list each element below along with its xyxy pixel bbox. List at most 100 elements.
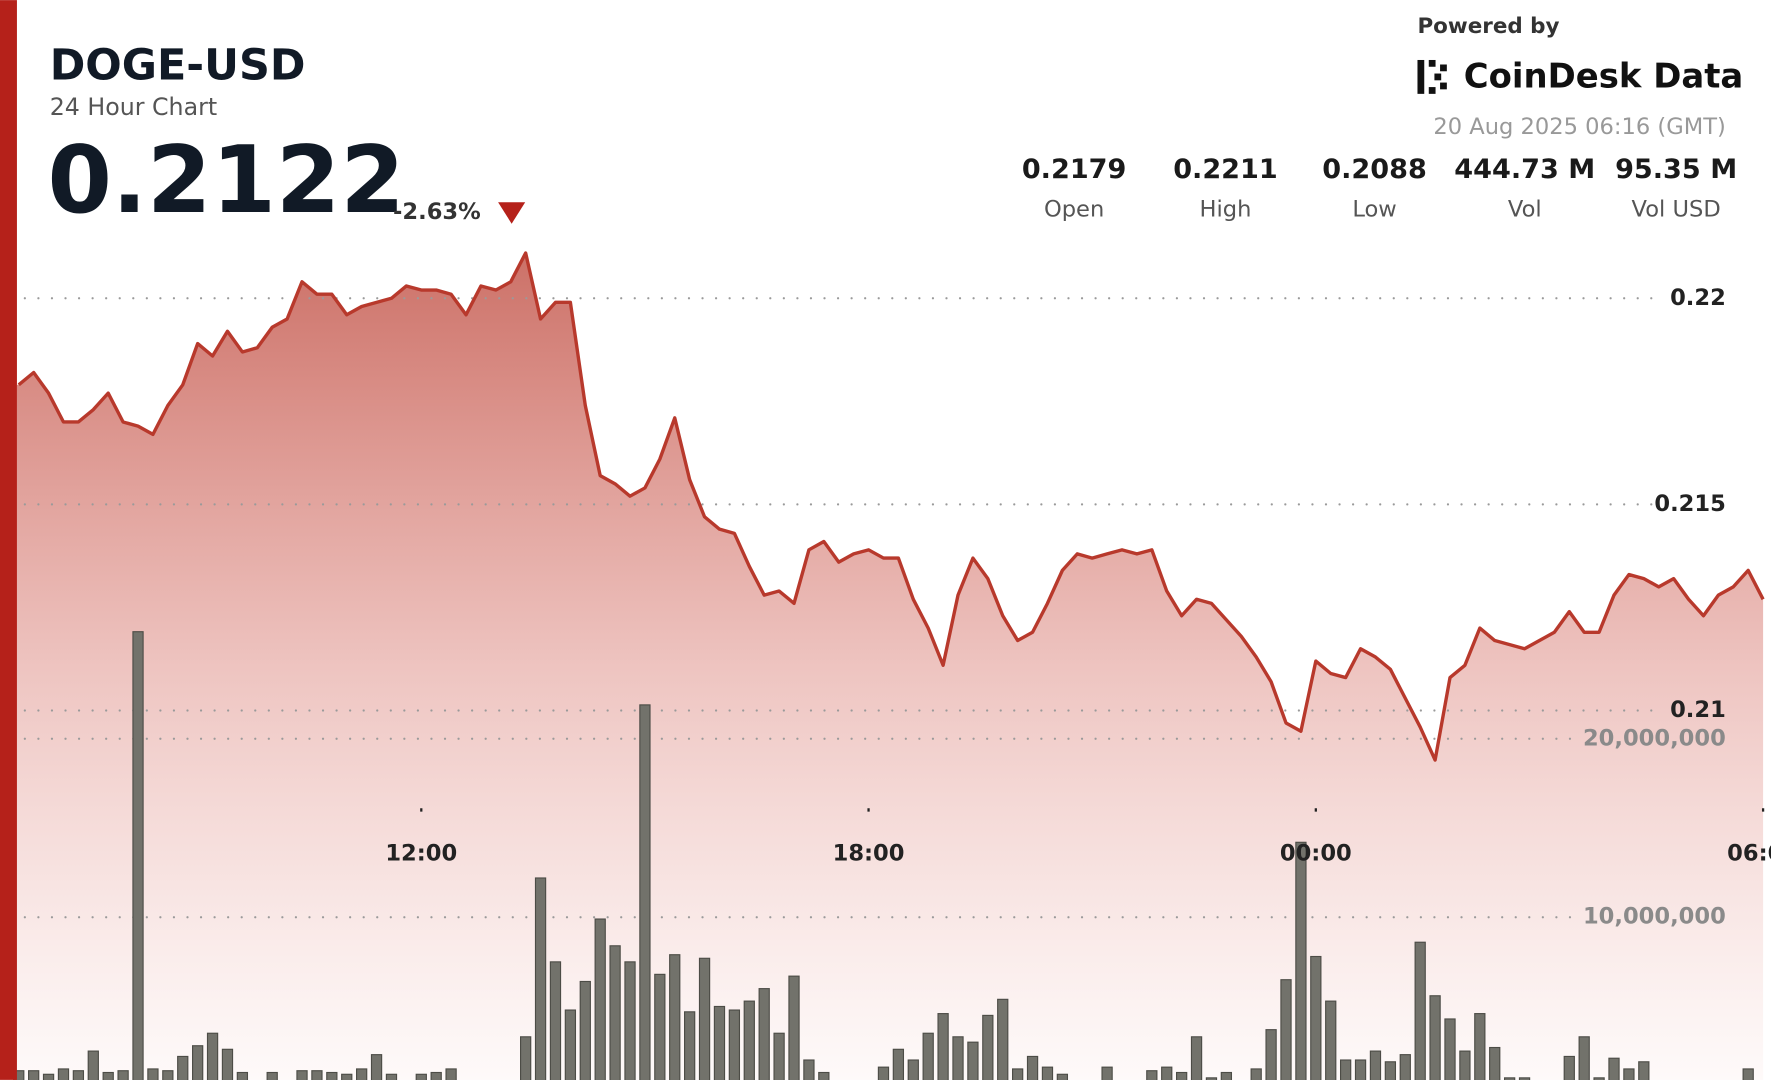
- price-line: [17, 251, 1765, 762]
- header: DOGE-USD 24 Hour Chart 0.2122 -2.63% Pow…: [47, 14, 1743, 234]
- brand: CoinDesk Data: [1464, 57, 1743, 96]
- volume-bar: [1101, 1066, 1113, 1080]
- volume-bar: [1578, 1036, 1590, 1080]
- volume-bar: [1295, 841, 1307, 1080]
- volume-bar: [758, 988, 770, 1080]
- stat-label: Vol USD: [1632, 197, 1721, 223]
- volume-bar: [937, 1013, 949, 1080]
- volume-bar: [1220, 1071, 1233, 1080]
- volume-bar: [1414, 941, 1426, 1080]
- volume-bar: [743, 1000, 755, 1080]
- volume-bar: [1265, 1029, 1277, 1080]
- volume-bar: [236, 1071, 249, 1080]
- volume-bar: [1608, 1057, 1620, 1080]
- volume-bar: [877, 1066, 890, 1080]
- volume-bar: [624, 961, 636, 1080]
- volume-bar: [1250, 1068, 1262, 1080]
- y-tick-label: 0.22: [1670, 285, 1726, 311]
- volume-bar: [534, 877, 547, 1080]
- volume-bar: [1593, 1077, 1605, 1080]
- volume-bar: [132, 631, 144, 1080]
- volume-bar: [1444, 1018, 1456, 1080]
- timestamp: 20 Aug 2025 06:16 (GMT): [1433, 114, 1725, 140]
- volume-bar: [147, 1068, 159, 1080]
- y-tick-label: 20,000,000: [1583, 725, 1726, 751]
- volume-bar: [1012, 1068, 1024, 1080]
- powered-by: Powered by: [1417, 14, 1559, 39]
- volume-bar: [1056, 1073, 1069, 1080]
- volume-bar: [520, 1036, 532, 1080]
- volume-bar: [803, 1059, 815, 1080]
- volume-bar: [1503, 1077, 1516, 1080]
- volume-bar: [609, 945, 621, 1080]
- volume-bar: [639, 704, 651, 1080]
- volume-bar: [1339, 1059, 1352, 1080]
- volume-bar: [356, 1068, 368, 1080]
- volume-bar: [415, 1073, 427, 1080]
- volume-bar: [28, 1070, 40, 1080]
- volume-bar: [1310, 955, 1322, 1080]
- volume-bar: [42, 1073, 55, 1080]
- volume-bar: [952, 1036, 964, 1080]
- volume-bar: [221, 1048, 234, 1080]
- stat-label: Open: [1044, 197, 1104, 223]
- volume-bar: [1384, 1061, 1397, 1080]
- volume-bar: [1563, 1055, 1575, 1080]
- stat-label: High: [1200, 197, 1252, 223]
- volume-bar: [1026, 1055, 1039, 1080]
- volume-bar: [1399, 1054, 1411, 1080]
- volume-bar: [326, 1071, 338, 1080]
- y-tick-label: 0.21: [1670, 697, 1726, 723]
- stat-label: Vol: [1508, 197, 1542, 223]
- volume-bar: [1429, 995, 1441, 1080]
- volume-bar: [1354, 1059, 1367, 1080]
- change: -2.63%: [393, 199, 481, 225]
- left-accent: [0, 0, 17, 1080]
- last-price: 0.2122: [47, 126, 404, 234]
- stat-label: Low: [1352, 197, 1396, 223]
- stat-value: 95.35 M: [1615, 154, 1737, 185]
- symbol: DOGE-USD: [50, 40, 306, 90]
- volume-bar: [311, 1070, 323, 1080]
- volume-bar: [1175, 1071, 1188, 1080]
- volume-bar: [1369, 1050, 1382, 1080]
- subtitle: 24 Hour Chart: [50, 93, 217, 121]
- volume-bar: [1041, 1066, 1054, 1080]
- volume-bar: [788, 975, 800, 1080]
- down-arrow: [498, 202, 526, 224]
- volume-bar: [1190, 1036, 1203, 1080]
- volume-bar: [117, 1070, 129, 1080]
- volume-bar: [1205, 1077, 1218, 1080]
- volume-bar: [982, 1014, 994, 1080]
- y-tick-label: 0.215: [1654, 491, 1725, 517]
- volume-bar: [922, 1032, 934, 1080]
- volume-bar: [1518, 1077, 1531, 1080]
- volume-bar: [1146, 1070, 1158, 1080]
- volume-bar: [698, 957, 711, 1080]
- volume-bar: [370, 1054, 383, 1080]
- volume-bar: [997, 998, 1009, 1080]
- volume-bar: [594, 918, 606, 1080]
- area-fill: [16, 253, 1771, 1080]
- volume-bar: [713, 1005, 726, 1080]
- volume-bar: [907, 1059, 919, 1080]
- volume-bar: [13, 1070, 25, 1080]
- volume-bar: [206, 1032, 219, 1080]
- volume-bar: [892, 1048, 905, 1080]
- volume-bar: [1474, 1013, 1486, 1080]
- volume-bar: [654, 973, 666, 1080]
- volume-bar: [162, 1070, 174, 1080]
- volume-bar: [967, 1041, 979, 1080]
- volume-bar: [87, 1050, 99, 1080]
- volume-bar: [1489, 1046, 1501, 1080]
- volume-bar: [773, 1032, 785, 1080]
- volume-bar: [385, 1073, 398, 1080]
- stat-value: 444.73 M: [1454, 154, 1595, 185]
- volume-bar: [445, 1068, 457, 1080]
- volume-bar: [1325, 1000, 1337, 1080]
- volume-bar: [266, 1071, 278, 1080]
- volume-bar: [72, 1070, 85, 1080]
- volume-bar: [177, 1055, 189, 1080]
